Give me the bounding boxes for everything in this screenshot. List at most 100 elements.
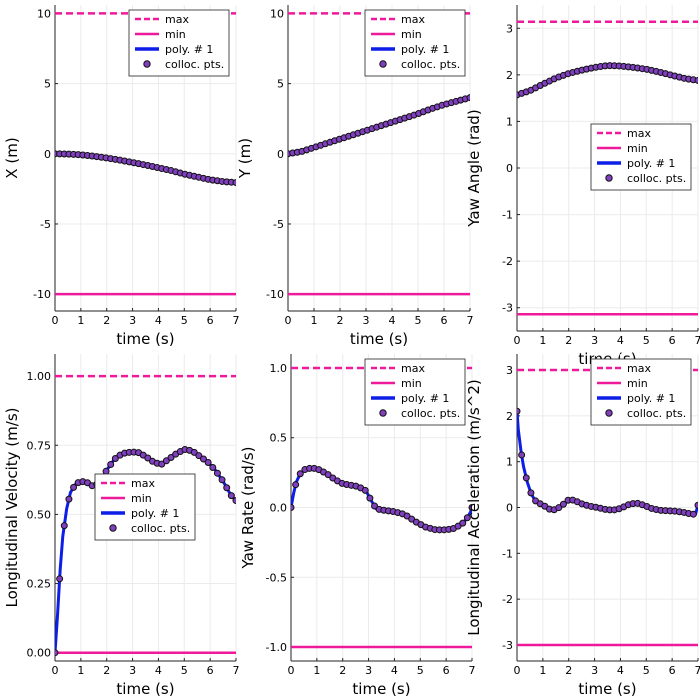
colloc-point: [232, 497, 236, 505]
legend: max min poly. # 1 colloc. pts.: [94, 473, 196, 541]
x-tick-label: 0: [52, 664, 59, 677]
y-tick-label: -10: [266, 288, 284, 301]
y-tick-label: -1: [502, 547, 513, 560]
x-tick-label: 2: [103, 314, 110, 327]
x-tick-label: 5: [181, 314, 188, 327]
y-tick-label: 0.5: [270, 432, 288, 445]
x-tick-label: 3: [591, 664, 598, 677]
x-tick-label: 4: [617, 334, 624, 347]
y-tick-label: 3: [506, 22, 513, 35]
y-tick-label: 2: [506, 69, 513, 82]
y-tick-label: 0: [506, 502, 513, 515]
subplot-2: 0 1 2 3 4 5 6 7 10 5 0 -5 -10 time (s) Y (m) max min poly…: [236, 5, 474, 348]
legend-pts-label: colloc. pts.: [401, 407, 460, 420]
colloc-point: [158, 460, 166, 468]
x-tick-label: 2: [565, 664, 572, 677]
legend-pts-swatch: [109, 524, 117, 532]
legend-pts-swatch: [605, 409, 613, 417]
y-tick-label: 1: [506, 456, 513, 469]
x-tick-label: 6: [669, 334, 676, 347]
colloc-point: [70, 483, 78, 491]
x-tick-label: 7: [695, 664, 700, 677]
y-tick-label: 10: [270, 7, 284, 20]
x-tick-label: 4: [155, 664, 162, 677]
y-tick-label: 0.25: [27, 578, 52, 591]
colloc-point: [466, 94, 470, 102]
legend-min-label: min: [401, 377, 422, 390]
legend-max-label: max: [627, 127, 651, 140]
x-tick-label: 0: [514, 664, 521, 677]
legend-min-label: min: [627, 142, 648, 155]
x-axis-label: time (s): [350, 330, 408, 348]
legend-min-label: min: [401, 28, 422, 41]
legend-pts-label: colloc. pts.: [627, 407, 686, 420]
y-axis-label: Yaw Angle (rad): [465, 109, 483, 227]
colloc-point: [559, 500, 567, 508]
colloc-point: [555, 504, 563, 512]
y-tick-label: 10: [37, 7, 51, 20]
x-tick-label: 5: [181, 664, 188, 677]
y-tick-label: -5: [40, 218, 51, 231]
legend: max min poly. # 1 colloc. pts.: [364, 9, 466, 77]
subplot-5: 0 1 2 3 4 5 6 7 1.0 0.5 0.0 -0.5 -1.0 time (s) Yaw Rat…: [239, 354, 476, 698]
y-tick-label: 0: [277, 148, 284, 161]
legend-pts-label: colloc. pts.: [627, 172, 686, 185]
colloc-point: [162, 457, 170, 465]
colloc-point: [468, 504, 472, 511]
legend-max-label: max: [401, 13, 425, 26]
legend-max-label: max: [401, 362, 425, 375]
x-tick-label: 3: [365, 664, 372, 677]
legend-poly-label: poly. # 1: [401, 43, 449, 56]
colloc-point: [204, 459, 212, 467]
y-tick-label: -10: [33, 288, 51, 301]
colloc-point: [292, 481, 300, 489]
colloc-point: [324, 471, 332, 479]
x-tick-label: 3: [129, 664, 136, 677]
x-tick-label: 3: [363, 314, 370, 327]
y-axis-label: Yaw Rate (rad/s): [239, 447, 257, 570]
x-axis-label: time (s): [116, 330, 174, 348]
y-tick-label: 0.0: [270, 502, 288, 515]
x-tick-label: 5: [415, 314, 422, 327]
legend-min-label: min: [131, 492, 152, 505]
legend: max min poly. # 1 colloc. pts.: [590, 358, 692, 426]
colloc-point: [694, 501, 698, 509]
legend: max min poly. # 1 colloc. pts.: [590, 123, 692, 191]
x-tick-label: 6: [441, 314, 448, 327]
x-tick-label: 2: [337, 314, 344, 327]
poly-line: [291, 466, 472, 532]
y-tick-label: 3: [506, 364, 513, 377]
colloc-point: [403, 512, 411, 520]
colloc-point: [694, 76, 698, 84]
legend-min-label: min: [165, 28, 186, 41]
x-axis-label: time (s): [116, 680, 174, 698]
colloc-point: [190, 448, 198, 456]
x-axis-label: time (s): [578, 680, 636, 698]
colloc-point: [689, 510, 697, 518]
x-tick-label: 4: [617, 664, 624, 677]
legend-pts-swatch: [143, 60, 151, 68]
colloc-point: [65, 495, 73, 503]
poly-line: [517, 411, 698, 516]
legend-max-label: max: [165, 13, 189, 26]
colloc-point: [218, 476, 226, 484]
x-tick-label: 1: [539, 334, 546, 347]
x-tick-label: 6: [207, 314, 214, 327]
legend-pts-swatch: [379, 409, 387, 417]
colloc-point: [223, 484, 231, 492]
legend: max min poly. # 1 colloc. pts.: [364, 358, 466, 426]
plot-area: [55, 12, 236, 296]
colloc-point: [227, 492, 235, 500]
x-tick-label: 0: [285, 314, 292, 327]
legend-max-label: max: [131, 477, 155, 490]
x-tick-label: 1: [77, 664, 84, 677]
y-tick-label: -1: [502, 209, 513, 222]
x-tick-label: 6: [443, 664, 450, 677]
legend-pts-label: colloc. pts.: [165, 58, 224, 71]
plot-area: [517, 20, 698, 316]
x-tick-label: 4: [391, 664, 398, 677]
y-tick-label: 5: [44, 78, 51, 91]
colloc-point: [463, 514, 471, 522]
plot-area: [55, 374, 236, 657]
